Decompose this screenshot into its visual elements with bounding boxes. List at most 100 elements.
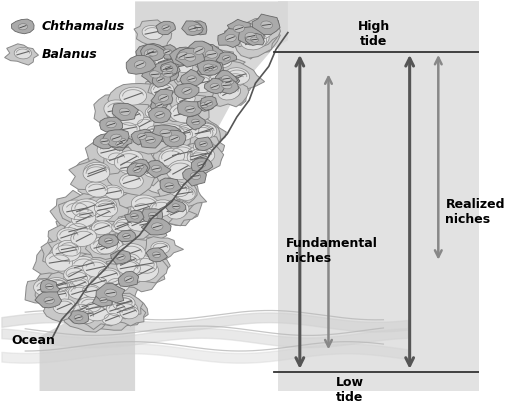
Ellipse shape — [173, 127, 193, 140]
Ellipse shape — [132, 195, 159, 214]
Ellipse shape — [169, 103, 199, 123]
Ellipse shape — [169, 135, 180, 142]
Polygon shape — [183, 117, 226, 146]
Polygon shape — [135, 157, 171, 186]
Ellipse shape — [185, 106, 195, 113]
Polygon shape — [63, 273, 97, 298]
Polygon shape — [160, 178, 182, 193]
Ellipse shape — [49, 279, 69, 292]
Polygon shape — [75, 281, 110, 304]
Ellipse shape — [222, 55, 230, 61]
Polygon shape — [33, 244, 89, 279]
Polygon shape — [103, 248, 145, 280]
Ellipse shape — [168, 144, 195, 162]
Ellipse shape — [97, 142, 123, 160]
Polygon shape — [69, 159, 121, 191]
Polygon shape — [150, 125, 181, 143]
Polygon shape — [50, 261, 103, 297]
Ellipse shape — [193, 123, 217, 139]
Polygon shape — [134, 20, 172, 49]
Polygon shape — [64, 297, 100, 323]
Polygon shape — [86, 236, 126, 259]
Ellipse shape — [71, 306, 96, 324]
Ellipse shape — [160, 129, 172, 137]
Ellipse shape — [132, 256, 157, 273]
Ellipse shape — [64, 269, 91, 287]
Ellipse shape — [63, 266, 86, 282]
Polygon shape — [108, 84, 159, 113]
Polygon shape — [140, 44, 165, 62]
Ellipse shape — [82, 285, 101, 297]
Ellipse shape — [69, 285, 90, 299]
Ellipse shape — [243, 30, 269, 47]
Ellipse shape — [204, 67, 211, 72]
Ellipse shape — [104, 100, 133, 120]
Polygon shape — [232, 29, 277, 58]
Polygon shape — [135, 98, 178, 124]
Ellipse shape — [176, 123, 199, 139]
Polygon shape — [158, 139, 206, 170]
Ellipse shape — [90, 237, 116, 255]
Ellipse shape — [56, 280, 77, 295]
Polygon shape — [103, 146, 155, 183]
Ellipse shape — [205, 100, 213, 106]
Polygon shape — [84, 201, 121, 228]
Text: Low
tide: Low tide — [336, 376, 364, 404]
Ellipse shape — [53, 299, 75, 314]
Ellipse shape — [94, 201, 118, 217]
Polygon shape — [151, 193, 202, 226]
Polygon shape — [25, 273, 72, 304]
Ellipse shape — [166, 160, 194, 180]
Ellipse shape — [77, 208, 95, 220]
Polygon shape — [155, 65, 179, 82]
Ellipse shape — [186, 73, 214, 93]
Ellipse shape — [96, 197, 117, 212]
Polygon shape — [91, 234, 130, 257]
Polygon shape — [195, 137, 213, 151]
Polygon shape — [151, 99, 168, 111]
Polygon shape — [78, 175, 116, 204]
Polygon shape — [195, 100, 213, 111]
Ellipse shape — [145, 136, 155, 143]
Text: Balanus: Balanus — [42, 47, 98, 60]
Polygon shape — [178, 144, 222, 175]
Ellipse shape — [104, 276, 130, 293]
Ellipse shape — [245, 33, 257, 40]
Ellipse shape — [224, 79, 233, 85]
Polygon shape — [158, 177, 197, 203]
Ellipse shape — [119, 138, 126, 144]
Polygon shape — [166, 199, 186, 213]
Ellipse shape — [46, 252, 73, 271]
Polygon shape — [97, 271, 139, 299]
Polygon shape — [178, 101, 202, 117]
Ellipse shape — [192, 125, 213, 140]
Ellipse shape — [187, 76, 197, 82]
Ellipse shape — [209, 65, 218, 70]
Ellipse shape — [178, 52, 188, 60]
Ellipse shape — [153, 252, 161, 257]
Ellipse shape — [71, 302, 92, 317]
Ellipse shape — [117, 259, 140, 275]
Ellipse shape — [175, 186, 195, 200]
Polygon shape — [153, 59, 180, 78]
Polygon shape — [101, 234, 159, 272]
Polygon shape — [105, 217, 140, 239]
Polygon shape — [141, 218, 171, 235]
Polygon shape — [94, 91, 150, 128]
Ellipse shape — [102, 238, 122, 252]
Polygon shape — [142, 66, 169, 84]
Polygon shape — [125, 125, 175, 154]
Ellipse shape — [134, 60, 146, 69]
Ellipse shape — [151, 242, 170, 254]
Polygon shape — [130, 209, 167, 239]
Ellipse shape — [70, 278, 89, 291]
Polygon shape — [135, 119, 175, 147]
Ellipse shape — [46, 277, 68, 292]
Ellipse shape — [116, 141, 124, 146]
Polygon shape — [200, 96, 218, 110]
Ellipse shape — [241, 32, 267, 50]
Polygon shape — [112, 303, 146, 326]
Ellipse shape — [222, 75, 231, 82]
Polygon shape — [143, 160, 171, 178]
Polygon shape — [139, 132, 163, 148]
